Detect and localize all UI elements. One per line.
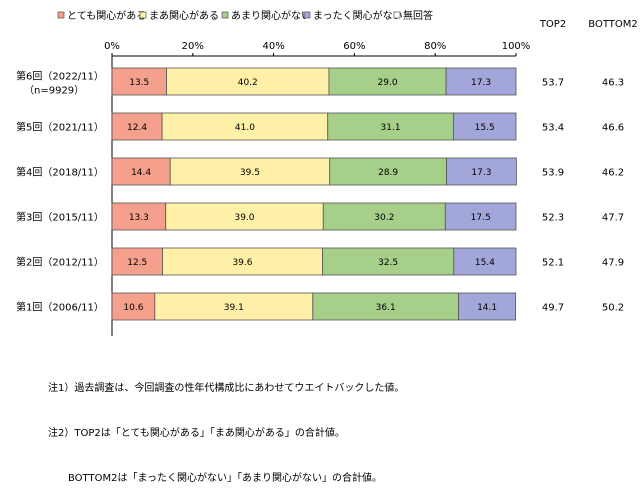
category-label: 第5回（2021/11） bbox=[16, 121, 104, 134]
legend-swatch bbox=[221, 11, 229, 19]
bar-segment bbox=[444, 202, 517, 231]
bar-segment bbox=[111, 247, 163, 276]
bar-value-label: 39.0 bbox=[234, 213, 254, 223]
category-label: 第6回（2022/11） bbox=[16, 70, 104, 83]
note-1: 注1）過去調査は、今回調査の性年代構成比にあわせてウエイトバックした値。 bbox=[48, 383, 405, 394]
summary-value: 52.1 bbox=[542, 258, 564, 269]
legend-label: まったく関心がない bbox=[313, 9, 403, 22]
bar-value-label: 17.3 bbox=[471, 78, 491, 88]
bar-value-label: 13.5 bbox=[129, 78, 149, 88]
legend-label: 無回答 bbox=[403, 9, 433, 22]
category-label: 第1回（2006/11） bbox=[16, 301, 104, 314]
bar-segment bbox=[161, 112, 329, 141]
bar-value-label: 28.9 bbox=[378, 168, 398, 178]
bar-segment bbox=[169, 157, 331, 186]
x-tick-label: 20% bbox=[182, 41, 204, 52]
legend-label: まあ関心がある bbox=[149, 9, 219, 22]
bar-segment bbox=[111, 112, 163, 141]
bar-value-label: 14.1 bbox=[477, 303, 497, 313]
bar-value-label: 36.1 bbox=[376, 303, 396, 313]
x-tick-label: 60% bbox=[343, 41, 365, 52]
summary-value: 49.7 bbox=[542, 303, 564, 314]
summary-value: 46.6 bbox=[602, 123, 624, 134]
legend: とても関心がある まあ関心がある あまり関心がない まったく関心がない 無回答 bbox=[57, 9, 433, 22]
bar-value-label: 15.5 bbox=[475, 123, 495, 133]
bar-segment bbox=[111, 202, 167, 231]
category-label: 第4回（2018/11） bbox=[16, 166, 104, 179]
summary-columns: TOP2 53.7 53.4 53.9 52.3 52.1 49.7 BOTTOM2 46.3 4… bbox=[539, 19, 638, 314]
bars: 第6回（2022/11） （n=9929） 13.5 40.2 29.0 17.3 第5回（… bbox=[16, 67, 517, 321]
bar-value-label: 39.6 bbox=[232, 258, 252, 268]
bar-segment bbox=[166, 67, 330, 96]
summary-value: 46.3 bbox=[602, 78, 624, 89]
bar-segment bbox=[312, 292, 460, 321]
summary-value: 52.3 bbox=[542, 213, 564, 224]
legend-swatch bbox=[393, 11, 401, 19]
bar-value-label: 17.5 bbox=[471, 213, 491, 223]
bar-segment bbox=[322, 247, 455, 276]
bar-value-label: 30.2 bbox=[374, 213, 394, 223]
category-label: 第2回（2012/11） bbox=[16, 256, 104, 269]
bar-segment bbox=[328, 67, 447, 96]
bar-value-label: 32.5 bbox=[378, 258, 398, 268]
bar-segment bbox=[458, 292, 516, 321]
legend-swatch bbox=[57, 11, 65, 19]
summary-value: 47.9 bbox=[602, 258, 624, 269]
x-tick-label: 100% bbox=[502, 41, 531, 52]
bar-value-label: 29.0 bbox=[378, 78, 398, 88]
stacked-bar-chart: とても関心がある まあ関心がある あまり関心がない まったく関心がない 無回答 0% 20… bbox=[16, 9, 638, 336]
bar-segment bbox=[111, 157, 171, 186]
bar-value-label: 17.3 bbox=[471, 168, 491, 178]
summary-value: 46.2 bbox=[602, 168, 624, 179]
summary-value: 53.9 bbox=[542, 168, 564, 179]
bar-segment bbox=[453, 247, 517, 276]
x-tick-label: 80% bbox=[424, 41, 446, 52]
bar-segment bbox=[445, 67, 517, 96]
bar-segment bbox=[154, 292, 314, 321]
bar-segment bbox=[446, 157, 517, 186]
x-tick-label: 0% bbox=[104, 41, 120, 52]
x-axis: 0% 20% 40% 60% 80% 100% bbox=[104, 41, 530, 336]
category-label: 第3回（2015/11） bbox=[16, 211, 104, 224]
note-2: 注2）TOP2は「とても関心がある」「まあ関心がある」の合計値。 bbox=[48, 428, 345, 439]
bar-value-label: 14.4 bbox=[131, 168, 151, 178]
bar-value-label: 39.5 bbox=[240, 168, 260, 178]
summary-value: 47.7 bbox=[602, 213, 624, 224]
notes: 注1）過去調査は、今回調査の性年代構成比にあわせてウエイトバックした値。 注2）… bbox=[48, 351, 404, 501]
bar-value-label: 10.6 bbox=[123, 303, 143, 313]
summary-column-header: BOTTOM2 bbox=[588, 19, 637, 30]
legend-swatch bbox=[303, 11, 311, 19]
bar-segment bbox=[327, 112, 454, 141]
bar-value-label: 40.2 bbox=[238, 78, 258, 88]
bar-value-label: 41.0 bbox=[235, 123, 255, 133]
bar-value-label: 31.1 bbox=[381, 123, 401, 133]
summary-value: 53.4 bbox=[542, 123, 564, 134]
bar-segment bbox=[165, 202, 324, 231]
legend-swatch bbox=[139, 11, 147, 19]
bar-value-label: 12.5 bbox=[127, 258, 147, 268]
bar-segment bbox=[111, 292, 156, 321]
note-3: BOTTOM2は「まったく関心がない」「あまり関心がない」の合計値。 bbox=[48, 473, 383, 484]
legend-label: あまり関心がない bbox=[231, 9, 311, 22]
summary-value: 53.7 bbox=[542, 78, 564, 89]
bar-value-label: 13.3 bbox=[129, 213, 149, 223]
bar-value-label: 15.4 bbox=[475, 258, 495, 268]
summary-column-header: TOP2 bbox=[539, 19, 566, 30]
bar-segment bbox=[452, 112, 517, 141]
legend-label: とても関心がある bbox=[67, 9, 146, 22]
x-tick-label: 40% bbox=[262, 41, 284, 52]
category-sublabel: （n=9929） bbox=[24, 85, 84, 97]
bar-value-label: 39.1 bbox=[224, 303, 244, 313]
bar-segment bbox=[322, 202, 446, 231]
bar-value-label: 12.4 bbox=[127, 123, 147, 133]
summary-value: 50.2 bbox=[602, 303, 624, 314]
